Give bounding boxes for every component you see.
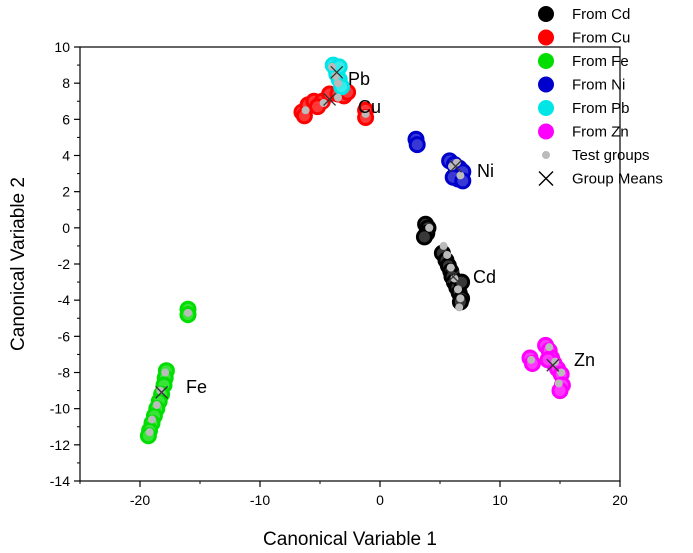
test-point <box>557 368 566 377</box>
mean-stroke <box>323 92 337 106</box>
y-tick-label: -2 <box>58 256 71 272</box>
mean-stroke <box>449 159 463 173</box>
legend-marker <box>538 100 554 116</box>
group-mean-marker <box>446 270 460 284</box>
y-tick-label: -4 <box>58 292 71 308</box>
test-point <box>454 285 462 294</box>
y-axis: -14 -12 -10 -8 -6 -4 -2 0 2 4 6 8 10 <box>50 39 80 489</box>
legend-label: From Ni <box>572 77 625 94</box>
test-point <box>443 250 452 259</box>
test-point <box>545 343 554 352</box>
test-point <box>145 428 154 437</box>
data-point-highlight <box>411 139 423 151</box>
group-mean-marker <box>449 159 463 173</box>
legend-item: From Ni <box>538 76 625 94</box>
legend-marker <box>538 53 554 69</box>
x-axis: -20 -10 0 10 20 <box>79 481 628 508</box>
test-point <box>301 106 310 115</box>
x-tick-label: -20 <box>130 492 150 508</box>
data-point-highlight <box>456 276 468 288</box>
x-axis-title: Canonical Variable 1 <box>263 529 437 550</box>
data-point <box>415 228 433 246</box>
legend: From Cd From Cu From Fe From Ni From Pb From … <box>538 6 663 188</box>
data-point-highlight <box>333 61 345 73</box>
data-point <box>408 136 426 154</box>
legend-marker <box>538 6 554 22</box>
group-label-cd: Cd <box>473 267 496 287</box>
y-tick-label: 6 <box>62 111 70 127</box>
legend-label: Group Means <box>572 171 663 188</box>
test-point <box>456 171 465 180</box>
legend-item: From Zn <box>538 123 629 141</box>
group-mean-marker <box>155 385 169 399</box>
legend-label: From Zn <box>572 124 629 141</box>
y-axis-title: Canonical Variable 2 <box>8 177 29 351</box>
y-tick-label: 8 <box>62 75 70 91</box>
legend-label: From Pb <box>572 100 630 117</box>
test-point <box>446 263 455 272</box>
legend-item: From Fe <box>538 53 629 70</box>
legend-item: From Pb <box>538 100 630 117</box>
test-point <box>161 368 170 377</box>
group-label-ni: Ni <box>477 161 494 181</box>
y-tick-label: 10 <box>54 39 70 55</box>
test-point <box>527 355 536 364</box>
y-tick-label: -14 <box>50 473 70 489</box>
y-tick-label: 0 <box>62 220 70 236</box>
test-point <box>334 79 342 88</box>
x-tick-label: 0 <box>376 492 384 508</box>
test-point <box>148 415 156 424</box>
legend-marker <box>538 171 554 186</box>
legend-item: From Cu <box>538 29 630 47</box>
test-point <box>334 93 342 102</box>
data-point-highlight <box>554 385 566 397</box>
y-tick-label: 2 <box>62 184 70 200</box>
test-point <box>152 401 161 410</box>
y-tick-label: -12 <box>50 437 70 453</box>
data-point-highlight <box>418 231 430 243</box>
mean-stroke <box>155 385 169 399</box>
mean-stroke <box>446 270 460 284</box>
legend-label: From Fe <box>572 53 629 70</box>
group-label-fe: Fe <box>186 377 207 397</box>
group-label-cu: Cu <box>358 97 381 117</box>
x-tick-label: -10 <box>250 492 270 508</box>
test-point <box>184 308 192 317</box>
legend-label: From Cu <box>572 30 630 47</box>
y-tick-label: 4 <box>62 148 70 164</box>
legend-marker <box>538 123 554 140</box>
test-point <box>361 109 370 118</box>
group-mean-marker <box>330 65 344 79</box>
legend-item: Test groups <box>542 147 650 164</box>
mean-markers <box>155 65 560 399</box>
y-tick-label: -6 <box>58 328 71 344</box>
group-label-pb: Pb <box>348 69 370 89</box>
test-point <box>455 303 464 312</box>
legend-label: Test groups <box>572 147 650 164</box>
test-point <box>551 357 560 366</box>
test-point <box>554 379 563 388</box>
legend-item: Group Means <box>538 171 663 188</box>
group-labels: Cd Cu Fe Ni Pb Zn <box>186 69 595 397</box>
legend-marker <box>538 29 554 46</box>
test-point <box>425 223 434 232</box>
mean-stroke <box>330 65 344 79</box>
y-tick-label: -8 <box>58 365 71 381</box>
mean-stroke <box>546 358 560 372</box>
legend-marker <box>542 151 550 159</box>
legend-label: From Cd <box>572 6 630 23</box>
legend-item: From Cd <box>538 6 630 23</box>
group-label-zn: Zn <box>574 350 595 370</box>
test-point <box>319 99 328 108</box>
legend-marker <box>538 76 554 93</box>
test-point <box>456 294 465 303</box>
test-points <box>145 62 566 437</box>
x-tick-label: 20 <box>612 492 628 508</box>
test-point <box>439 241 448 250</box>
y-tick-label: -10 <box>50 401 70 417</box>
x-tick-label: 10 <box>492 492 508 508</box>
group-mean-marker <box>546 358 560 372</box>
group-mean-marker <box>323 92 337 106</box>
